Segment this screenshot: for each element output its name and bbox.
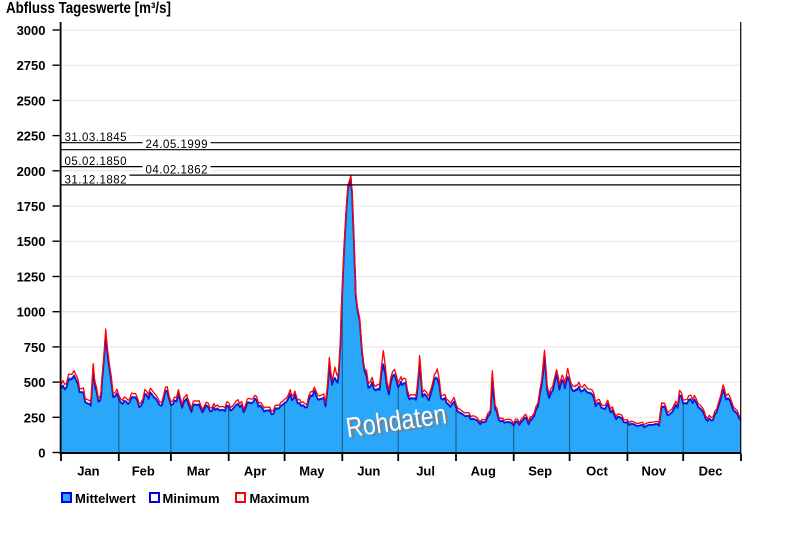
svg-text:3000: 3000 bbox=[17, 23, 46, 38]
svg-text:0: 0 bbox=[38, 446, 45, 461]
svg-text:04.02.1862: 04.02.1862 bbox=[146, 165, 209, 177]
svg-text:31.03.1845: 31.03.1845 bbox=[65, 132, 128, 144]
svg-text:2750: 2750 bbox=[17, 58, 46, 73]
svg-text:Jun: Jun bbox=[357, 464, 380, 479]
svg-text:1000: 1000 bbox=[17, 305, 46, 320]
svg-text:Dec: Dec bbox=[699, 464, 723, 479]
svg-text:Nov: Nov bbox=[642, 464, 667, 479]
svg-text:Mar: Mar bbox=[187, 464, 210, 479]
svg-text:24.05.1999: 24.05.1999 bbox=[146, 139, 209, 151]
svg-text:750: 750 bbox=[24, 340, 46, 355]
svg-text:05.02.1850: 05.02.1850 bbox=[65, 156, 128, 168]
svg-text:Aug: Aug bbox=[471, 464, 496, 479]
svg-text:Oct: Oct bbox=[586, 464, 608, 479]
svg-text:500: 500 bbox=[24, 375, 46, 390]
svg-text:2250: 2250 bbox=[17, 129, 46, 144]
svg-text:31.12.1882: 31.12.1882 bbox=[65, 174, 128, 186]
svg-text:250: 250 bbox=[24, 410, 46, 425]
svg-text:1250: 1250 bbox=[17, 270, 46, 285]
svg-text:2000: 2000 bbox=[17, 164, 46, 179]
svg-text:Apr: Apr bbox=[244, 464, 266, 479]
svg-text:Feb: Feb bbox=[132, 464, 155, 479]
svg-text:Sep: Sep bbox=[528, 464, 552, 479]
svg-text:May: May bbox=[299, 464, 325, 479]
svg-text:Jul: Jul bbox=[416, 464, 435, 479]
svg-text:1500: 1500 bbox=[17, 234, 46, 249]
svg-text:1750: 1750 bbox=[17, 199, 46, 214]
svg-text:2500: 2500 bbox=[17, 93, 46, 108]
svg-text:Jan: Jan bbox=[77, 464, 99, 479]
